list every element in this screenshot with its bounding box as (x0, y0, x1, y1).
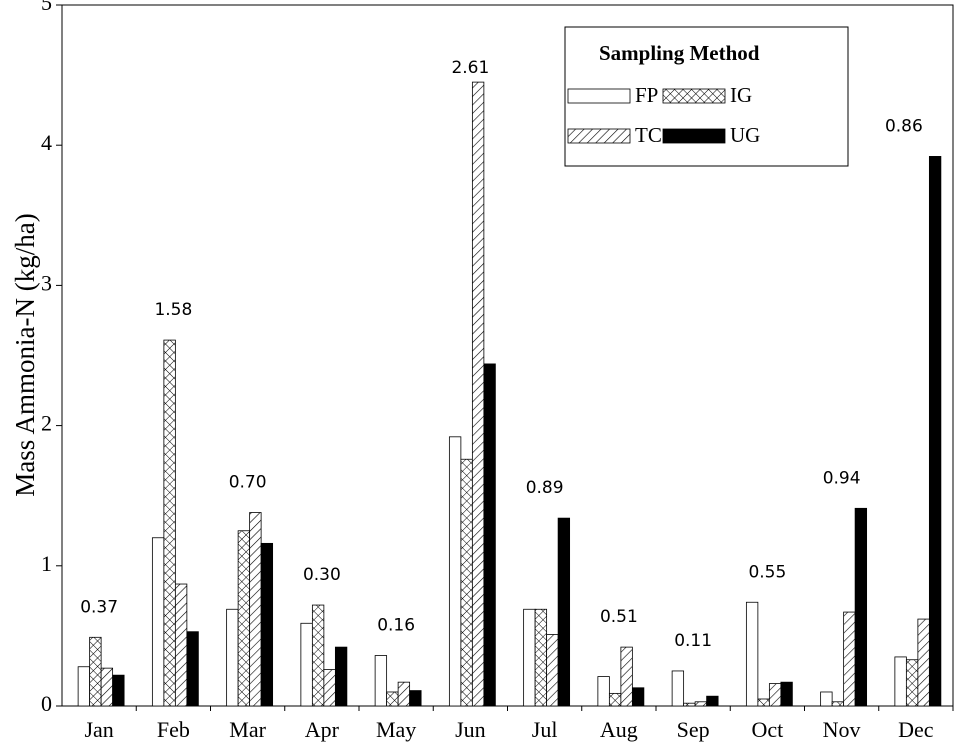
bar (894, 656, 907, 707)
bar (917, 618, 930, 707)
annotation: 0.86 (885, 116, 923, 136)
annotation: 0.37 (80, 597, 118, 617)
bar (671, 670, 685, 707)
x-tick-label: Jul (532, 717, 558, 742)
annotation: 0.11 (674, 631, 712, 651)
bar (163, 339, 176, 707)
bar (374, 655, 388, 707)
x-tick-label: Apr (305, 717, 340, 742)
y-tick-label: 5 (41, 0, 52, 15)
bar (694, 701, 708, 707)
legend-swatch (567, 88, 631, 104)
legend-swatch (567, 128, 631, 144)
bar (311, 604, 325, 707)
bar (523, 608, 536, 707)
bar (757, 698, 770, 707)
bar (483, 363, 496, 707)
x-tick-label: Dec (898, 717, 934, 742)
y-tick-label: 4 (41, 130, 52, 155)
legend-swatch (662, 128, 726, 144)
annotation: 0.89 (526, 478, 564, 498)
annotation: 2.61 (451, 58, 489, 78)
legend-label: IG (730, 83, 752, 107)
bar (745, 601, 759, 707)
bar (448, 436, 462, 707)
legend-label: FP (635, 83, 658, 107)
legend-label: TC (635, 123, 662, 147)
annotation: 0.51 (600, 607, 638, 627)
x-tick-label: Nov (823, 717, 861, 742)
bar (323, 669, 336, 707)
x-tick-label: Jun (455, 717, 486, 742)
bar (854, 507, 868, 707)
bar (112, 674, 125, 707)
bar (597, 676, 610, 707)
bar (174, 583, 188, 707)
bar (780, 681, 793, 707)
bar (334, 646, 348, 707)
bar (186, 631, 199, 707)
x-tick-label: May (376, 717, 416, 742)
bar (386, 691, 399, 707)
annotation: 0.70 (229, 473, 267, 493)
x-tick-label: Feb (157, 717, 190, 742)
annotation: 0.30 (303, 565, 341, 585)
bar (534, 608, 548, 707)
bar (631, 687, 645, 707)
bar (706, 695, 719, 707)
bar (905, 659, 919, 707)
bar (546, 634, 559, 707)
x-tick-label: Sep (677, 717, 710, 742)
annotation: 0.94 (823, 468, 861, 488)
y-tick-label: 1 (41, 551, 52, 576)
y-tick-label: 0 (41, 691, 52, 716)
bar (89, 636, 102, 707)
annotation: 0.16 (377, 616, 415, 636)
bar (928, 156, 942, 707)
bar (249, 512, 262, 707)
x-tick-label: Aug (600, 717, 638, 742)
bar (820, 691, 833, 707)
bar (300, 622, 313, 707)
bar (237, 530, 251, 707)
bar (557, 517, 571, 707)
y-axis-label: Mass Ammonia-N (kg/ha) (10, 213, 40, 496)
bar (226, 608, 239, 707)
bar (397, 681, 411, 707)
bar (460, 458, 473, 707)
bar (620, 646, 633, 707)
y-tick-label: 2 (41, 411, 52, 436)
bar (260, 542, 274, 707)
y-tick-label: 3 (41, 270, 52, 295)
annotation: 1.58 (154, 300, 192, 320)
legend-swatch (662, 88, 726, 104)
x-tick-label: Jan (84, 717, 113, 742)
annotation: 0.55 (748, 562, 786, 582)
bar (843, 611, 856, 707)
bar (409, 690, 422, 707)
bar (768, 683, 782, 707)
bar (471, 81, 485, 707)
bar (77, 666, 91, 707)
bar (151, 537, 165, 707)
bar (100, 667, 114, 707)
x-tick-label: Oct (751, 717, 783, 742)
legend-label: UG (730, 123, 760, 147)
bar (608, 692, 622, 707)
x-tick-label: Mar (229, 717, 266, 742)
legend-title: Sampling Method (599, 41, 760, 65)
bar (683, 702, 696, 707)
bar (831, 701, 845, 707)
